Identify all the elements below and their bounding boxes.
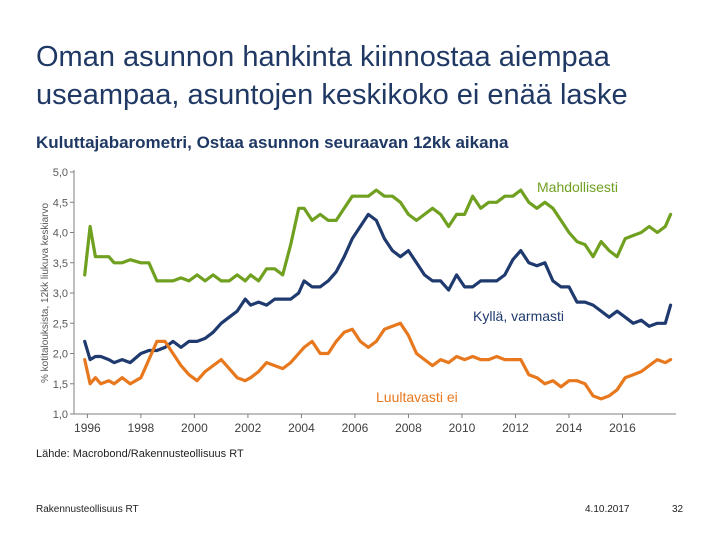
y-tick-label: 3,5 bbox=[53, 258, 68, 270]
slide-title: Oman asunnon hankinta kiinnostaa aiempaa… bbox=[36, 38, 696, 114]
series-label-1: Kyllä, varmasti bbox=[473, 308, 564, 324]
y-tick-label: 1,0 bbox=[53, 409, 68, 421]
series-label-0: Mahdollisesti bbox=[537, 179, 618, 195]
x-tick-label: 2008 bbox=[395, 421, 422, 435]
slide-title-line-2: useampaa, asuntojen keskikoko ei enää la… bbox=[36, 79, 628, 111]
y-tick-label: 4,5 bbox=[53, 197, 68, 209]
x-tick-label: 2002 bbox=[235, 421, 262, 435]
y-tick-label: 4,0 bbox=[53, 228, 68, 240]
x-tick-label: 2010 bbox=[449, 421, 476, 435]
footer-date: 4.10.2017 bbox=[585, 504, 630, 515]
y-tick-label: 2,5 bbox=[53, 318, 68, 330]
x-tick-label: 2014 bbox=[556, 421, 583, 435]
series-label-2: Luultavasti ei bbox=[376, 389, 458, 405]
series-line-1 bbox=[83, 212, 673, 365]
x-tick-label: 2000 bbox=[181, 421, 208, 435]
slide-title-line-1: Oman asunnon hankinta kiinnostaa aiempaa bbox=[36, 41, 610, 73]
series-line-0 bbox=[83, 188, 673, 283]
y-axis-label: % kotitalouksista, 12kk liukuva keskiarv… bbox=[40, 203, 51, 384]
y-tick-label: 3,0 bbox=[53, 288, 68, 300]
x-tick-label: 2016 bbox=[609, 421, 636, 435]
y-tick-label: 5,0 bbox=[53, 167, 68, 179]
page-number: 32 bbox=[672, 504, 684, 515]
x-tick-label: 1996 bbox=[74, 421, 101, 435]
footer-organization: Rakennusteollisuus RT bbox=[36, 504, 139, 515]
x-tick-label: 2006 bbox=[342, 421, 369, 435]
source-note: Lähde: Macrobond/Rakennusteollisuus RT bbox=[36, 448, 244, 460]
chart-title: Kuluttajabarometri, Ostaa asunnon seuraa… bbox=[36, 133, 509, 152]
y-tick-label: 2,0 bbox=[53, 349, 68, 361]
x-tick-label: 1998 bbox=[128, 421, 155, 435]
x-tick-label: 2004 bbox=[288, 421, 315, 435]
series-line-2 bbox=[83, 321, 673, 401]
x-tick-label: 2012 bbox=[502, 421, 529, 435]
y-tick-label: 1,5 bbox=[53, 379, 68, 391]
